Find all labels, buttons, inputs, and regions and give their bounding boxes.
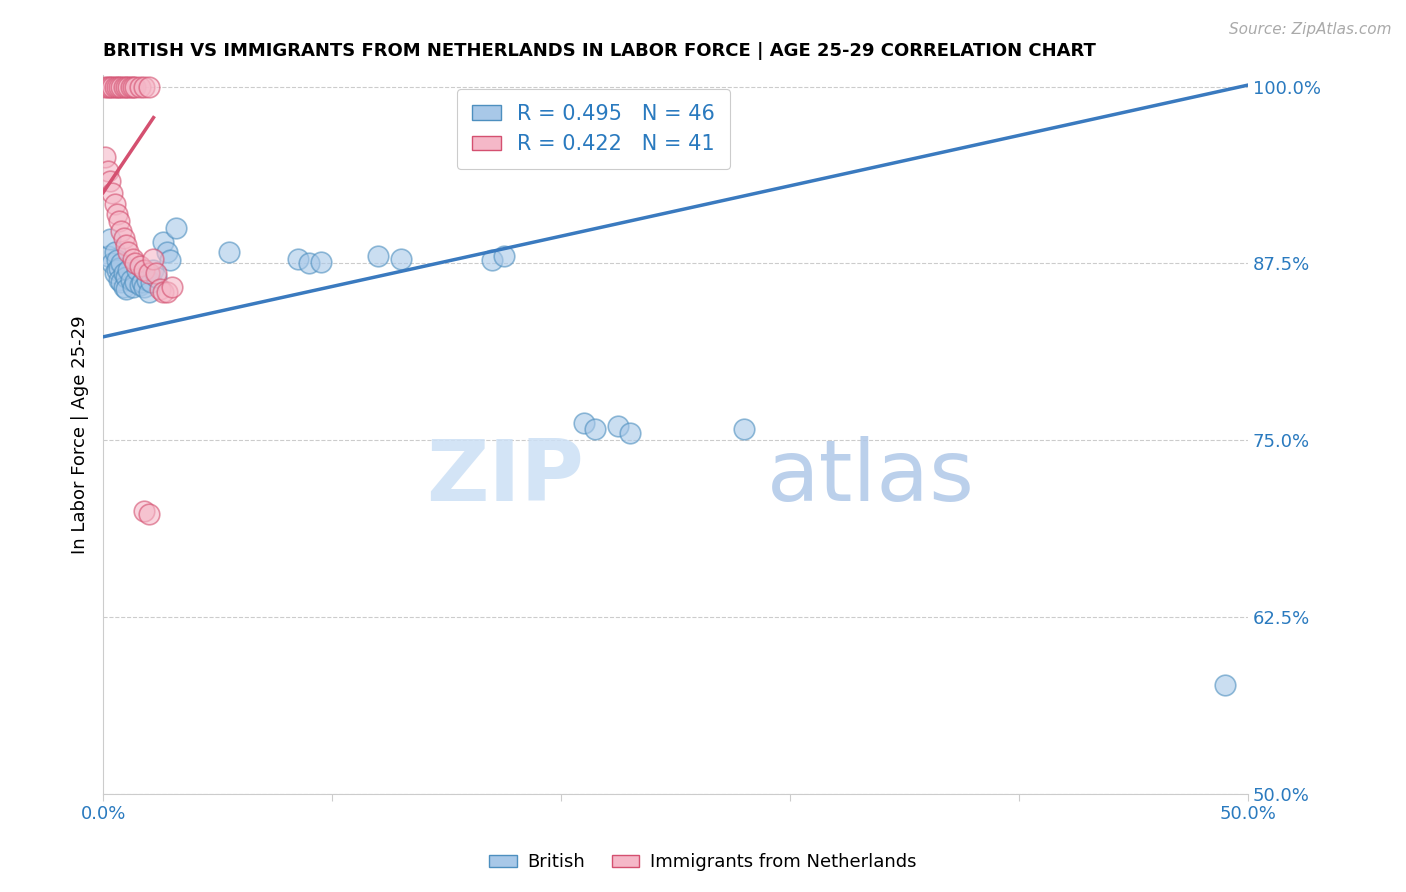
Point [309,255,332,269]
Point [138,79,160,94]
Point [156,285,179,299]
Point [115,238,138,252]
Text: atlas: atlas [768,436,974,519]
Point [110,275,132,289]
Point [101,256,124,270]
Point [97,79,120,94]
Point [159,253,181,268]
Point [124,275,146,289]
Point [120,273,142,287]
Point [481,253,503,268]
Point [105,263,128,277]
Point [112,266,135,280]
Point [124,79,146,94]
Point [138,507,160,521]
Point [110,256,132,270]
Point [103,79,125,94]
Point [128,79,150,94]
Point [135,273,157,287]
Point [145,266,167,280]
Point [105,253,128,268]
Point [117,245,139,260]
Point [152,285,174,299]
Point [105,79,128,94]
Point [160,280,183,294]
Y-axis label: In Labor Force | Age 25-29: In Labor Force | Age 25-29 [72,315,89,554]
Point [141,275,163,289]
Point [103,197,125,211]
Point [156,245,179,260]
Point [98,232,121,246]
Point [127,263,149,277]
Point [101,79,124,94]
Point [128,277,150,292]
Text: ZIP: ZIP [426,436,583,519]
Point [115,282,138,296]
Point [108,79,131,94]
Point [122,79,145,94]
Point [149,282,172,296]
Point [112,280,135,294]
Text: BRITISH VS IMMIGRANTS FROM NETHERLANDS IN LABOR FORCE | AGE 25-29 CORRELATION CH: BRITISH VS IMMIGRANTS FROM NETHERLANDS I… [103,42,1097,60]
Point [115,79,138,94]
Point [108,214,131,228]
Point [1213,678,1236,692]
Point [134,504,156,518]
Point [94,79,117,94]
Point [152,235,174,249]
Point [112,231,135,245]
Point [134,79,156,94]
Point [122,280,145,294]
Point [108,260,131,275]
Point [117,79,139,94]
Point [145,270,167,285]
Point [103,266,125,280]
Point [108,273,131,287]
Point [138,285,160,299]
Point [733,422,755,436]
Point [105,207,128,221]
Point [298,256,321,270]
Point [112,79,135,94]
Point [218,245,240,260]
Point [122,252,145,266]
Point [110,79,132,94]
Point [134,263,156,277]
Point [97,249,120,263]
Point [120,79,142,94]
Point [607,419,630,434]
Point [97,164,120,178]
Point [94,150,117,164]
Point [142,263,165,277]
Point [128,259,150,273]
Point [572,416,595,430]
Point [367,249,389,263]
Point [583,422,606,436]
Point [389,252,412,266]
Point [287,252,309,266]
Point [103,245,125,260]
Legend: British, Immigrants from Netherlands: British, Immigrants from Netherlands [482,847,924,879]
Point [138,266,160,280]
Point [165,221,187,235]
Point [124,256,146,270]
Point [101,186,124,200]
Legend: R = 0.495   N = 46, R = 0.422   N = 41: R = 0.495 N = 46, R = 0.422 N = 41 [457,89,730,169]
Point [110,224,132,238]
Point [619,425,641,440]
Point [98,174,121,188]
Point [115,270,138,285]
Point [98,79,121,94]
Point [134,280,156,294]
Point [131,275,153,289]
Text: Source: ZipAtlas.com: Source: ZipAtlas.com [1229,22,1392,37]
Point [117,263,139,277]
Point [492,249,515,263]
Point [142,252,165,266]
